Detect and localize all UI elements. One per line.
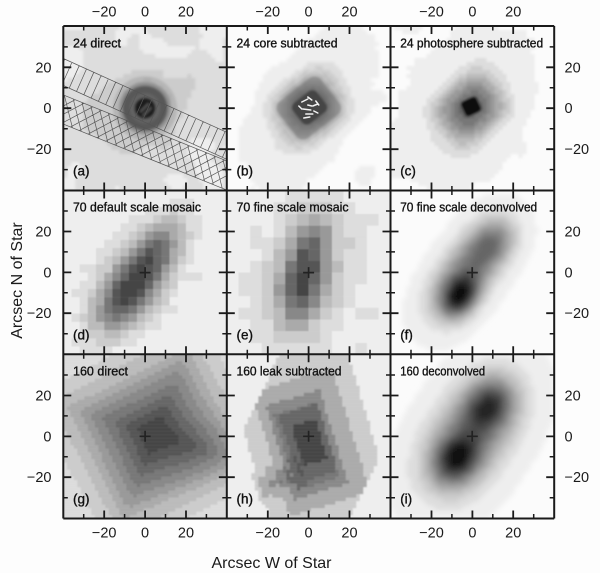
svg-text:20: 20 — [178, 5, 194, 21]
svg-text:0: 0 — [43, 265, 51, 281]
svg-text:(a): (a) — [73, 164, 90, 179]
svg-text:24 direct: 24 direct — [73, 36, 121, 51]
svg-text:−20: −20 — [27, 142, 52, 158]
svg-text:(b): (b) — [237, 164, 254, 179]
svg-text:Arcsec N of Star: Arcsec N of Star — [9, 222, 26, 339]
svg-text:20: 20 — [505, 526, 521, 542]
svg-text:0: 0 — [305, 5, 313, 21]
svg-text:70 fine scale deconvolved: 70 fine scale deconvolved — [400, 199, 537, 214]
svg-text:20: 20 — [565, 60, 581, 76]
svg-text:−20: −20 — [565, 306, 590, 322]
svg-text:70 default scale mosaic: 70 default scale mosaic — [73, 199, 201, 214]
svg-text:160 leak subtracted: 160 leak subtracted — [237, 364, 342, 379]
svg-text:70 fine scale mosaic: 70 fine scale mosaic — [237, 199, 349, 214]
svg-text:0: 0 — [565, 101, 573, 117]
svg-text:20: 20 — [505, 5, 521, 21]
svg-text:20: 20 — [565, 225, 581, 241]
svg-text:−20: −20 — [27, 306, 52, 322]
svg-text:24 core subtracted: 24 core subtracted — [237, 36, 338, 51]
svg-text:24 photosphere subtracted: 24 photosphere subtracted — [400, 36, 543, 51]
svg-text:(i): (i) — [400, 491, 412, 506]
svg-text:−20: −20 — [92, 5, 117, 21]
svg-text:0: 0 — [43, 429, 51, 445]
svg-text:20: 20 — [565, 389, 581, 405]
svg-text:−20: −20 — [419, 526, 444, 542]
svg-text:0: 0 — [565, 265, 573, 281]
svg-text:160 direct: 160 direct — [73, 364, 128, 379]
svg-text:20: 20 — [341, 526, 357, 542]
svg-text:20: 20 — [35, 389, 51, 405]
svg-text:(g): (g) — [73, 491, 90, 506]
svg-text:−20: −20 — [565, 142, 590, 158]
svg-text:−20: −20 — [27, 470, 52, 486]
svg-text:−20: −20 — [565, 470, 590, 486]
svg-text:0: 0 — [468, 5, 476, 21]
svg-text:(h): (h) — [237, 491, 254, 506]
svg-text:0: 0 — [43, 101, 51, 117]
svg-text:20: 20 — [178, 526, 194, 542]
svg-text:(d): (d) — [73, 327, 90, 342]
svg-text:20: 20 — [35, 60, 51, 76]
svg-text:0: 0 — [305, 526, 313, 542]
svg-text:Arcsec W of Star: Arcsec W of Star — [211, 555, 332, 572]
svg-text:−20: −20 — [419, 5, 444, 21]
svg-text:20: 20 — [35, 225, 51, 241]
svg-text:−20: −20 — [255, 526, 280, 542]
svg-text:0: 0 — [141, 526, 149, 542]
svg-text:160 deconvolved: 160 deconvolved — [400, 364, 485, 379]
svg-text:−20: −20 — [92, 526, 117, 542]
svg-text:0: 0 — [468, 526, 476, 542]
svg-text:0: 0 — [141, 5, 149, 21]
svg-text:(e): (e) — [237, 327, 254, 342]
svg-text:(c): (c) — [400, 164, 416, 179]
svg-text:−20: −20 — [255, 5, 280, 21]
svg-text:0: 0 — [565, 429, 573, 445]
svg-text:20: 20 — [341, 5, 357, 21]
svg-text:(f): (f) — [400, 327, 413, 342]
